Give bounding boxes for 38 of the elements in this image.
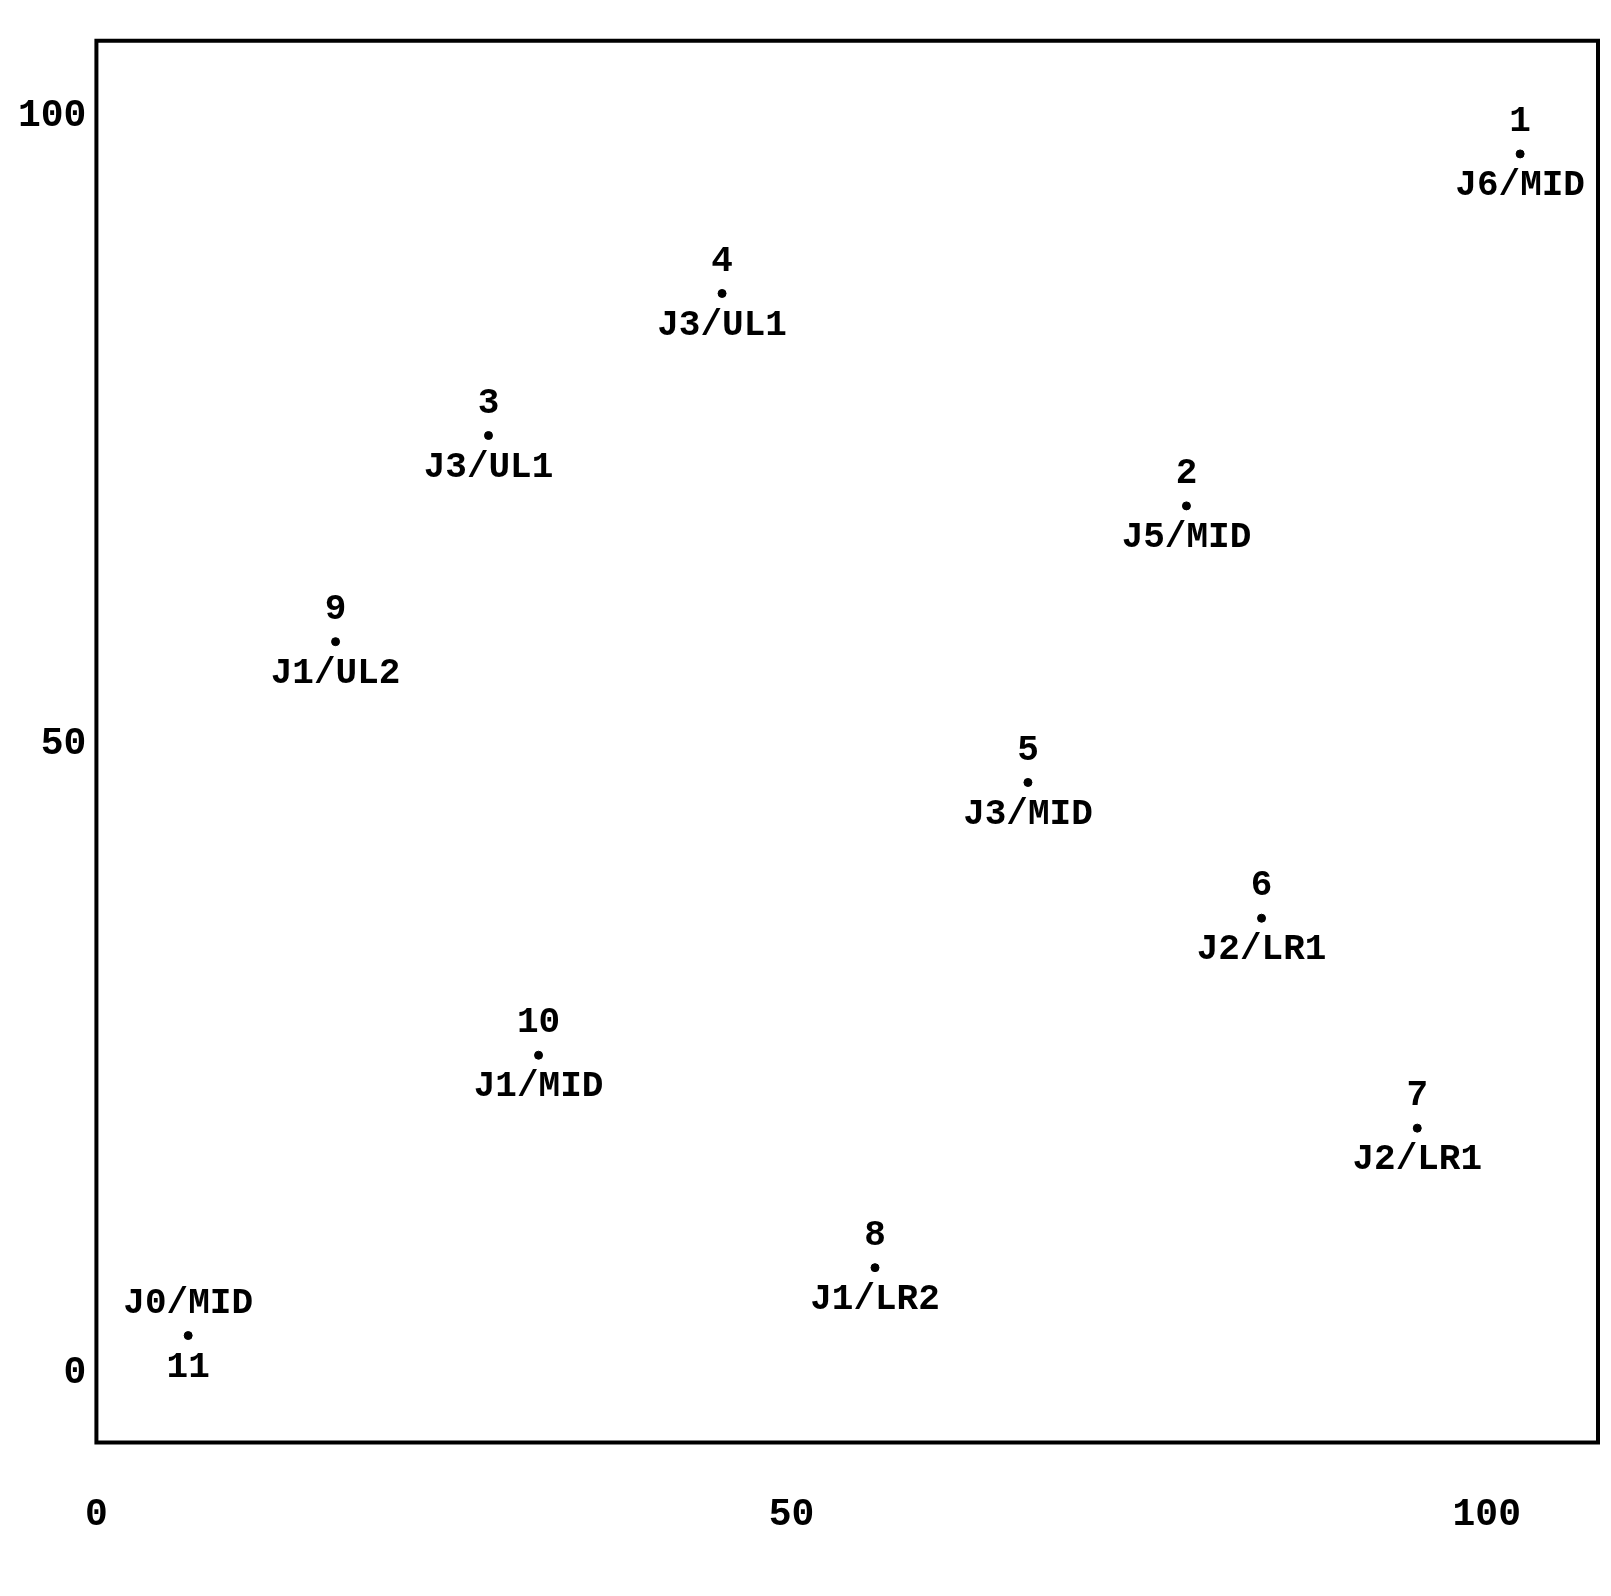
point [183,1331,193,1341]
annotation: 1 [1509,101,1531,142]
point [1181,501,1191,511]
annotation: 6 [1250,865,1273,907]
annotation: J6/MID [1455,165,1585,206]
annotation: J1/LR2 [810,1278,940,1320]
annotation: J2/LR1 [1352,1139,1483,1181]
annotation: J1/UL2 [270,652,401,694]
annotation: 4 [711,240,733,282]
point [717,288,727,298]
y-tick-label: 50 [40,722,87,766]
annotation: J0/MID [123,1282,253,1324]
y-tick-label: 0 [63,1350,87,1394]
annotation: J3/UL1 [657,304,787,346]
point [483,431,493,441]
point [1257,913,1267,923]
point [1412,1123,1422,1133]
point [1023,777,1033,787]
point [1515,149,1525,159]
annotation: 5 [1017,729,1039,771]
annotation: J3/UL1 [423,446,554,488]
annotation: J2/LR1 [1196,929,1327,971]
point [534,1050,544,1060]
annotation: 7 [1406,1075,1429,1117]
annotation: 8 [864,1214,886,1256]
annotation: J5/MID [1121,516,1252,558]
annotation: 3 [477,382,500,424]
annotation: 9 [324,588,347,630]
annotation: 11 [166,1346,210,1388]
annotation: 2 [1175,452,1198,494]
annotation: 10 [516,1002,561,1044]
y-tick-label: 100 [17,93,87,137]
x-tick-label: 100 [1452,1492,1521,1536]
annotation: J1/MID [473,1066,604,1108]
point [870,1263,880,1273]
x-tick-label: 50 [768,1492,815,1536]
point [331,637,341,647]
annotation: J3/MID [963,793,1093,835]
